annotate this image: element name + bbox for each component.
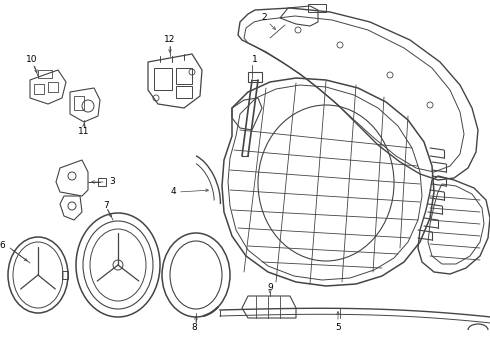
Bar <box>48 82 58 92</box>
Text: 4: 4 <box>170 188 176 197</box>
Bar <box>38 70 52 78</box>
Text: 12: 12 <box>164 36 176 45</box>
Bar <box>176 68 192 84</box>
Text: 2: 2 <box>261 13 267 22</box>
Bar <box>308 4 326 12</box>
Text: 5: 5 <box>335 324 341 333</box>
Text: 7: 7 <box>103 201 109 210</box>
Text: 10: 10 <box>26 55 38 64</box>
Text: 11: 11 <box>78 127 90 136</box>
Bar <box>154 68 172 90</box>
Bar <box>74 96 84 110</box>
Bar <box>98 178 106 186</box>
Bar <box>248 72 262 82</box>
Text: 1: 1 <box>252 55 258 64</box>
Bar <box>62 271 68 279</box>
Text: 9: 9 <box>267 284 273 292</box>
Bar <box>34 84 44 94</box>
Bar <box>176 86 192 98</box>
Text: 6: 6 <box>0 240 5 249</box>
Text: 8: 8 <box>191 323 197 332</box>
Text: 3: 3 <box>109 177 115 186</box>
